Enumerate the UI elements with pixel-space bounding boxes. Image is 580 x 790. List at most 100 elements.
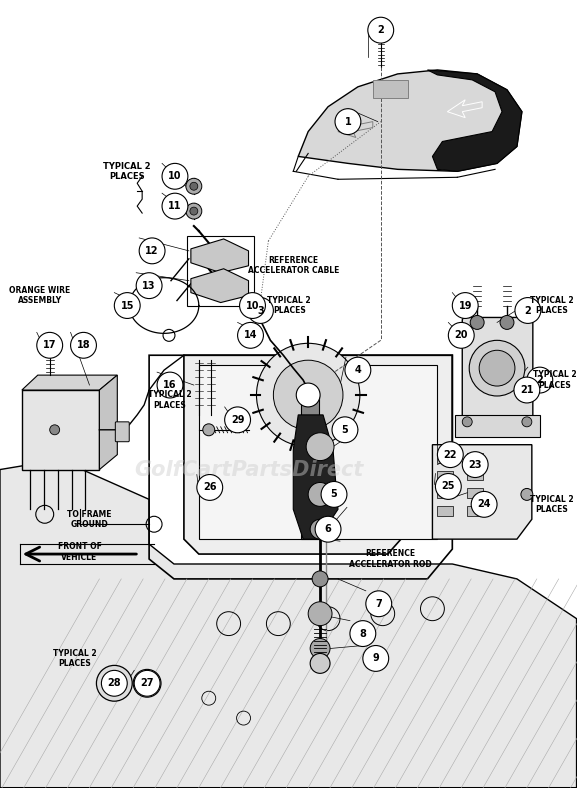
Text: 5: 5 bbox=[342, 425, 349, 435]
Circle shape bbox=[190, 207, 198, 215]
Text: 9: 9 bbox=[372, 653, 379, 664]
Text: TYPICAL 2
PLACES: TYPICAL 2 PLACES bbox=[53, 649, 96, 668]
Circle shape bbox=[321, 481, 347, 507]
FancyBboxPatch shape bbox=[467, 488, 483, 498]
FancyBboxPatch shape bbox=[437, 471, 454, 480]
Circle shape bbox=[224, 407, 251, 433]
Circle shape bbox=[96, 665, 132, 702]
Circle shape bbox=[452, 292, 478, 318]
Text: 25: 25 bbox=[441, 481, 455, 491]
Circle shape bbox=[522, 417, 532, 427]
Polygon shape bbox=[99, 375, 117, 469]
Circle shape bbox=[462, 452, 488, 477]
Text: TYPICAL 2
PLACES: TYPICAL 2 PLACES bbox=[530, 495, 574, 514]
Text: ORANGE WIRE
ASSEMBLY: ORANGE WIRE ASSEMBLY bbox=[9, 286, 70, 305]
Polygon shape bbox=[191, 239, 248, 273]
Circle shape bbox=[37, 333, 63, 358]
Text: REFERENCE
ACCELERATOR ROD: REFERENCE ACCELERATOR ROD bbox=[349, 549, 432, 569]
Text: 18: 18 bbox=[77, 340, 90, 350]
Circle shape bbox=[255, 306, 266, 315]
Text: 2: 2 bbox=[524, 306, 531, 315]
Circle shape bbox=[479, 350, 515, 386]
Circle shape bbox=[50, 425, 60, 435]
Text: TO FRAME
GROUND: TO FRAME GROUND bbox=[67, 510, 112, 529]
Polygon shape bbox=[427, 70, 522, 171]
FancyBboxPatch shape bbox=[437, 453, 454, 463]
Circle shape bbox=[462, 417, 472, 427]
Text: 15: 15 bbox=[121, 300, 134, 310]
FancyBboxPatch shape bbox=[373, 80, 408, 98]
Text: 14: 14 bbox=[244, 330, 258, 340]
Circle shape bbox=[238, 322, 263, 348]
Text: 23: 23 bbox=[469, 460, 482, 469]
Circle shape bbox=[310, 638, 330, 658]
Circle shape bbox=[133, 669, 161, 698]
FancyBboxPatch shape bbox=[199, 365, 437, 539]
Text: 26: 26 bbox=[203, 483, 216, 492]
Circle shape bbox=[368, 17, 394, 43]
Polygon shape bbox=[433, 445, 532, 539]
FancyBboxPatch shape bbox=[462, 318, 533, 428]
Text: 6: 6 bbox=[325, 525, 331, 534]
Circle shape bbox=[308, 483, 332, 506]
Polygon shape bbox=[191, 269, 248, 303]
Circle shape bbox=[436, 473, 461, 499]
Text: TYPICAL 2
PLACES: TYPICAL 2 PLACES bbox=[267, 295, 311, 315]
Text: 4: 4 bbox=[354, 365, 361, 375]
Circle shape bbox=[335, 109, 361, 134]
Polygon shape bbox=[298, 70, 522, 171]
Polygon shape bbox=[293, 415, 338, 539]
Text: 2: 2 bbox=[536, 375, 543, 385]
Text: 21: 21 bbox=[520, 385, 534, 395]
Text: 10: 10 bbox=[246, 300, 259, 310]
Circle shape bbox=[136, 273, 162, 299]
Circle shape bbox=[157, 372, 183, 398]
Text: 7: 7 bbox=[375, 599, 382, 609]
Circle shape bbox=[186, 179, 202, 194]
Circle shape bbox=[203, 423, 215, 436]
Circle shape bbox=[246, 323, 260, 337]
Circle shape bbox=[162, 194, 188, 219]
FancyBboxPatch shape bbox=[115, 422, 129, 442]
Text: TYPICAL 2
PLACES: TYPICAL 2 PLACES bbox=[148, 390, 192, 410]
Text: 10: 10 bbox=[168, 171, 182, 181]
Circle shape bbox=[527, 367, 553, 393]
Text: 1: 1 bbox=[345, 117, 351, 126]
Text: 24: 24 bbox=[477, 499, 491, 510]
Circle shape bbox=[332, 417, 358, 442]
Circle shape bbox=[515, 298, 541, 323]
Circle shape bbox=[437, 442, 463, 468]
Circle shape bbox=[470, 315, 484, 329]
Text: 2: 2 bbox=[378, 25, 384, 36]
Circle shape bbox=[251, 300, 270, 321]
Circle shape bbox=[471, 491, 497, 517]
Circle shape bbox=[140, 676, 154, 690]
Circle shape bbox=[273, 360, 343, 430]
Circle shape bbox=[308, 602, 332, 626]
Text: 27: 27 bbox=[140, 679, 154, 688]
Text: REFERENCE
ACCELERATOR CABLE: REFERENCE ACCELERATOR CABLE bbox=[248, 256, 339, 276]
FancyBboxPatch shape bbox=[455, 415, 540, 437]
Circle shape bbox=[248, 298, 273, 323]
FancyBboxPatch shape bbox=[437, 488, 454, 498]
Text: 8: 8 bbox=[360, 629, 367, 638]
Circle shape bbox=[310, 653, 330, 673]
FancyBboxPatch shape bbox=[467, 471, 483, 480]
Circle shape bbox=[350, 621, 376, 646]
Circle shape bbox=[71, 333, 96, 358]
Circle shape bbox=[363, 645, 389, 672]
Polygon shape bbox=[0, 460, 577, 788]
Circle shape bbox=[514, 377, 540, 403]
Circle shape bbox=[521, 488, 533, 500]
Circle shape bbox=[102, 671, 127, 696]
Text: 13: 13 bbox=[142, 280, 156, 291]
Circle shape bbox=[186, 203, 202, 219]
Text: FRONT OF
VEHICLE: FRONT OF VEHICLE bbox=[57, 543, 102, 562]
Circle shape bbox=[500, 315, 514, 329]
Circle shape bbox=[114, 292, 140, 318]
Circle shape bbox=[306, 433, 334, 461]
Text: 20: 20 bbox=[455, 330, 468, 340]
Polygon shape bbox=[22, 390, 99, 469]
Text: 19: 19 bbox=[458, 300, 472, 310]
Circle shape bbox=[469, 340, 525, 396]
